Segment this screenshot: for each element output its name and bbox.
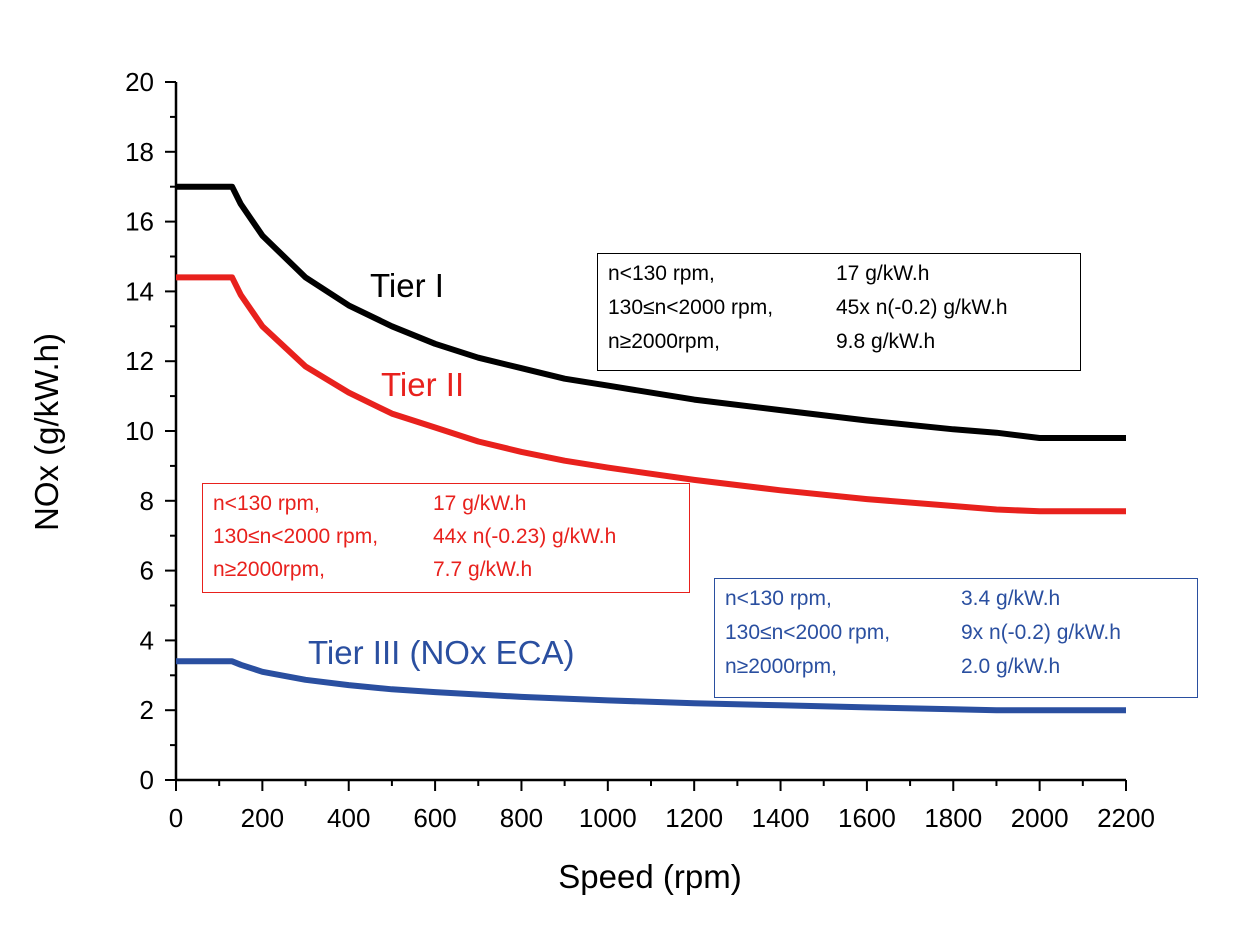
x-axis-label: Speed (rpm) xyxy=(558,858,741,895)
condition-label: n<130 rpm, xyxy=(725,587,832,610)
x-tick-label: 800 xyxy=(500,803,543,833)
y-tick-label: 4 xyxy=(140,625,154,655)
condition-label: 130≤n<2000 rpm, xyxy=(725,621,891,644)
tick-labels: 0 200 400 600 800 1000 1200 1400 1600 1800 2000 220… xyxy=(125,67,1155,833)
condition-label: n<130 rpm, xyxy=(608,262,715,285)
annotation-box-tier2: n<130 rpm, 17 g/kW.h 130≤n<2000 rpm, 44x n… xyxy=(202,483,690,593)
limit-value: 44x n(-0.23) g/kW.h xyxy=(433,525,617,548)
condition-label: n≥2000rpm, xyxy=(725,655,837,678)
y-tick-label: 0 xyxy=(140,765,154,795)
limit-value: 9.8 g/kW.h xyxy=(836,330,936,353)
y-tick-label: 20 xyxy=(125,67,154,97)
series-line-1 xyxy=(176,183,1126,441)
y-tick-label: 2 xyxy=(140,695,154,725)
x-tick-label: 0 xyxy=(169,803,183,833)
annotation-box-tier1: n<130 rpm, 17 g/kW.h 130≤n<2000 rpm, 45x n… xyxy=(597,253,1081,371)
series-label-tier3: Tier III (NOx ECA) xyxy=(308,634,574,671)
y-tick-label: 12 xyxy=(125,346,154,376)
series-layer xyxy=(176,183,1126,714)
limit-value: 7.7 g/kW.h xyxy=(433,558,533,581)
y-tick-label: 6 xyxy=(140,556,154,586)
series-line-3 xyxy=(176,658,1126,714)
y-tick-label: 18 xyxy=(125,137,154,167)
condition-label: n≥2000rpm, xyxy=(213,558,325,581)
y-axis-label: NOx (g/kW.h) xyxy=(28,333,65,531)
x-tick-label: 1000 xyxy=(579,803,637,833)
x-tick-label: 2200 xyxy=(1097,803,1155,833)
limit-value: 17 g/kW.h xyxy=(433,492,527,515)
limit-value: 2.0 g/kW.h xyxy=(961,655,1061,678)
series-line-2 xyxy=(176,274,1126,515)
series-label-tier1: Tier I xyxy=(370,267,444,304)
x-tick-label: 1600 xyxy=(838,803,896,833)
condition-label: 130≤n<2000 rpm, xyxy=(213,525,379,548)
x-tick-label: 1200 xyxy=(665,803,723,833)
x-tick-label: 200 xyxy=(241,803,284,833)
x-tick-label: 1400 xyxy=(752,803,810,833)
x-tick-label: 600 xyxy=(413,803,456,833)
x-tick-label: 2000 xyxy=(1011,803,1069,833)
y-tick-label: 8 xyxy=(140,486,154,516)
x-tick-label: 400 xyxy=(327,803,370,833)
condition-label: n<130 rpm, xyxy=(213,492,320,515)
series-label-tier2: Tier II xyxy=(381,366,464,403)
limit-value: 45x n(-0.2) g/kW.h xyxy=(836,296,1008,319)
limit-value: 17 g/kW.h xyxy=(836,262,930,285)
y-tick-label: 16 xyxy=(125,207,154,237)
x-tick-label: 1800 xyxy=(924,803,982,833)
condition-label: n≥2000rpm, xyxy=(608,330,720,353)
limit-value: 9x n(-0.2) g/kW.h xyxy=(961,621,1121,644)
y-tick-label: 14 xyxy=(125,276,154,306)
annotation-box-tier3: n<130 rpm, 3.4 g/kW.h 130≤n<2000 rpm, 9x n… xyxy=(714,578,1198,698)
condition-label: 130≤n<2000 rpm, xyxy=(608,296,774,319)
limit-value: 3.4 g/kW.h xyxy=(961,587,1061,610)
y-tick-label: 10 xyxy=(125,416,154,446)
